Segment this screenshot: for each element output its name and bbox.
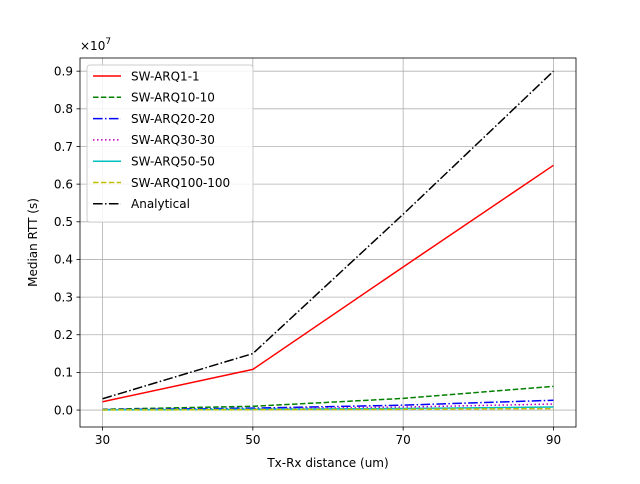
y-axis-label: Median RTT (s) — [26, 198, 40, 287]
y-axis-multiplier-base: ×10 — [80, 39, 105, 53]
legend-label: Analytical — [131, 197, 190, 211]
y-tick-label: 0.9 — [54, 64, 73, 78]
series-line — [102, 164, 554, 403]
y-tick-label: 0.8 — [54, 102, 73, 116]
y-tick-label: 0.3 — [54, 290, 73, 304]
legend-label: SW-ARQ100-100 — [131, 176, 230, 190]
x-tick-label: 70 — [396, 433, 411, 447]
y-tick-label: 0.0 — [54, 403, 73, 417]
legend-label: SW-ARQ30-30 — [131, 133, 215, 147]
series-line — [102, 399, 554, 411]
legend-label: SW-ARQ50-50 — [131, 155, 215, 169]
legend-label: SW-ARQ1-1 — [131, 69, 200, 83]
series-line — [102, 70, 554, 400]
series-line — [102, 403, 554, 411]
y-tick-label: 0.5 — [54, 215, 73, 229]
legend-box — [86, 64, 254, 223]
x-axis-label: Tx-Rx distance (um) — [266, 456, 388, 470]
plot-frame — [79, 57, 577, 428]
y-tick-label: 0.4 — [54, 253, 73, 267]
x-tick-label: 30 — [95, 433, 110, 447]
axis-ticks: 30 50 70 90 0.0 0.1 0.2 0.3 0.4 0.5 0.6 0.7 0.8 0.9 — [54, 64, 561, 447]
series-line — [102, 385, 554, 411]
legend-label: SW-ARQ20-20 — [131, 112, 215, 126]
y-axis-multiplier: ×107 — [80, 37, 111, 53]
y-tick-label: 0.1 — [54, 366, 73, 380]
legend: SW-ARQ1-1 SW-ARQ10-10 SW-ARQ20-20 SW-ARQ30-… — [86, 64, 254, 223]
y-tick-label: 0.7 — [54, 140, 73, 154]
y-tick-label: 0.2 — [54, 328, 73, 342]
y-axis-multiplier-exponent: 7 — [105, 37, 111, 47]
x-tick-label: 90 — [546, 433, 561, 447]
series-lines — [102, 70, 554, 411]
y-tick-label: 0.6 — [54, 177, 73, 191]
legend-label: SW-ARQ10-10 — [131, 91, 215, 105]
series-line — [102, 407, 554, 411]
x-tick-label: 50 — [245, 433, 260, 447]
grid-lines — [80, 58, 576, 427]
